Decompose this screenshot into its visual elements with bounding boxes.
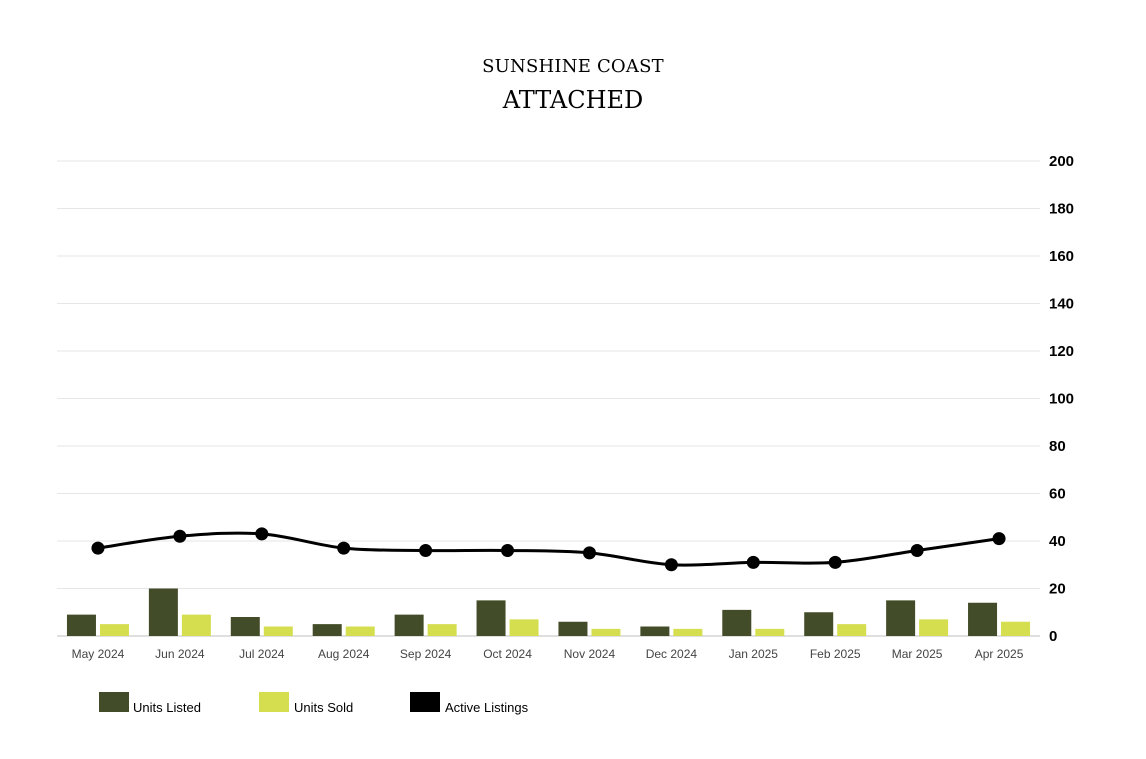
y-tick-label: 60	[1049, 486, 1066, 503]
bar-units-listed	[968, 602, 998, 636]
bar-units-listed	[394, 614, 424, 636]
point-active-listings	[419, 544, 433, 557]
bar-units-listed	[230, 617, 260, 636]
bar-units-sold	[263, 626, 293, 636]
bar-units-listed	[476, 600, 506, 636]
y-tick-label: 160	[1049, 248, 1074, 265]
chart-title-region: SUNSHINE COAST	[482, 56, 664, 77]
line-active-listings	[97, 531, 1000, 567]
x-tick-label: Jul 2024	[239, 647, 285, 661]
chart-title-type: ATTACHED	[502, 86, 644, 114]
point-active-listings	[337, 541, 351, 555]
legend-label-units-sold: Units Sold	[294, 700, 354, 715]
x-tick-label: Jun 2024	[155, 647, 205, 661]
bar-units-sold	[591, 628, 621, 636]
y-tick-label: 100	[1049, 391, 1074, 408]
bar-units-sold	[755, 628, 785, 636]
bar-units-listed	[148, 588, 178, 636]
bar-units-sold	[345, 626, 375, 636]
bar-units-listed	[722, 609, 752, 636]
x-tick-label: Mar 2025	[892, 647, 943, 661]
point-active-listings	[828, 555, 842, 569]
bar-units-listed	[66, 614, 96, 636]
bar-units-listed	[886, 600, 916, 636]
legend-label-active-listings: Active Listings	[445, 700, 529, 715]
bar-units-listed	[640, 626, 670, 636]
legend-label-units-listed: Units Listed	[133, 700, 201, 715]
x-tick-label: Dec 2024	[646, 647, 698, 661]
y-tick-label: 80	[1049, 438, 1066, 455]
bar-units-sold	[427, 624, 457, 636]
point-active-listings	[910, 544, 924, 557]
bar-units-sold	[837, 624, 867, 636]
point-active-listings	[992, 532, 1006, 546]
y-tick-label: 180	[1049, 201, 1074, 218]
x-tick-label: Sep 2024	[400, 647, 452, 661]
bar-units-sold	[919, 619, 949, 636]
x-tick-label: Aug 2024	[318, 647, 370, 661]
y-tick-label: 200	[1049, 153, 1074, 170]
y-tick-label: 40	[1049, 533, 1066, 550]
point-active-listings	[664, 558, 678, 572]
x-tick-label: Oct 2024	[483, 647, 532, 661]
bar-units-listed	[558, 621, 588, 636]
x-tick-label: May 2024	[72, 647, 125, 661]
point-active-listings	[91, 541, 105, 555]
bar-units-sold	[509, 619, 539, 636]
bar-units-sold	[1001, 621, 1031, 636]
bar-units-listed	[804, 612, 834, 636]
y-tick-label: 20	[1049, 581, 1066, 598]
y-tick-label: 140	[1049, 296, 1074, 313]
point-active-listings	[746, 555, 760, 569]
x-tick-label: Jan 2025	[729, 647, 779, 661]
legend-swatch-units-sold	[259, 692, 289, 712]
point-active-listings	[582, 546, 596, 560]
y-tick-label: 120	[1049, 343, 1074, 360]
x-tick-label: Apr 2025	[975, 647, 1024, 661]
point-active-listings	[255, 527, 269, 541]
y-tick-label: 0	[1049, 628, 1057, 645]
bar-units-sold	[99, 624, 129, 636]
x-tick-label: Nov 2024	[564, 647, 616, 661]
bar-units-sold	[181, 614, 211, 636]
bar-units-listed	[312, 624, 342, 636]
point-active-listings	[501, 544, 515, 557]
bar-units-sold	[673, 628, 703, 636]
legend-swatch-units-listed	[99, 692, 129, 712]
legend-swatch-active-listings	[410, 692, 440, 712]
x-tick-label: Feb 2025	[810, 647, 861, 661]
point-active-listings	[173, 529, 187, 543]
